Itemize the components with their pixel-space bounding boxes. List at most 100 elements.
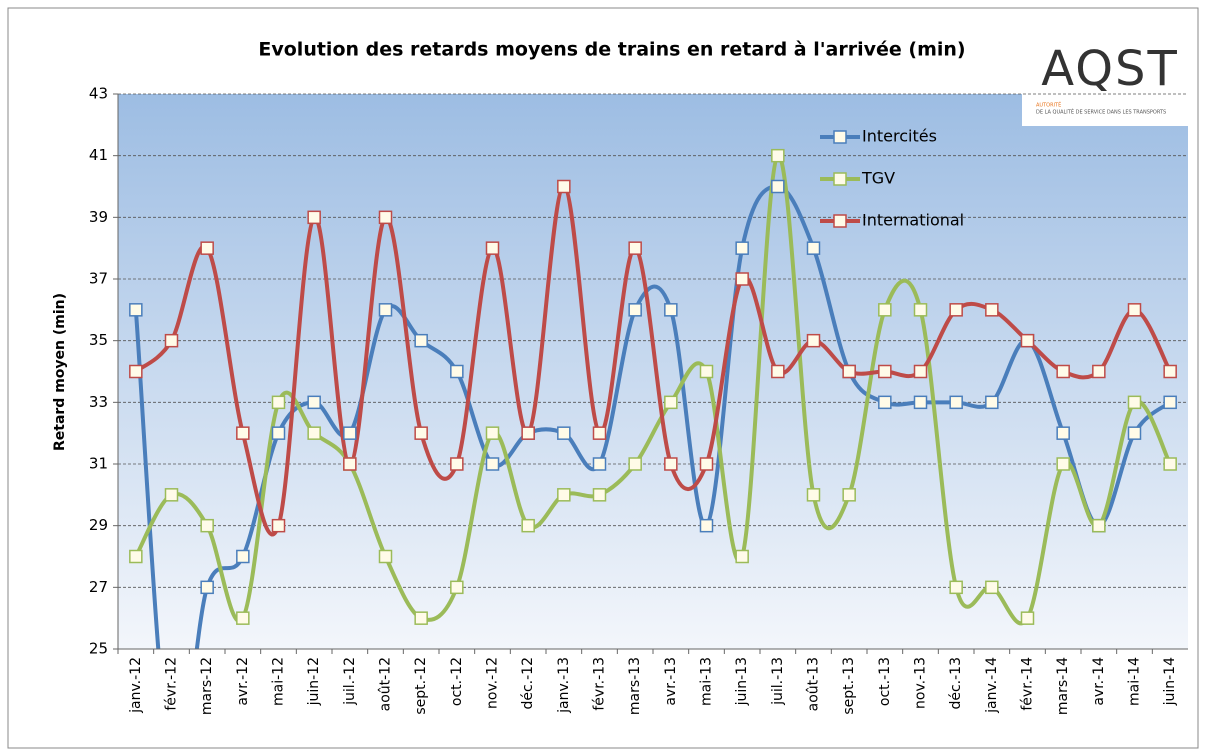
data-point — [271, 395, 286, 410]
data-point — [414, 426, 428, 440]
data-point — [735, 241, 749, 255]
data-point — [164, 488, 179, 502]
data-point — [985, 395, 999, 410]
data-point — [450, 457, 464, 471]
data-point — [628, 241, 642, 255]
data-point — [236, 549, 250, 564]
logo-subtitle: DE LA QUALITÉ DE SERVICE DANS LES TRANSP… — [1036, 108, 1166, 116]
logo-text: AQST — [1041, 41, 1179, 97]
data-point — [414, 333, 428, 348]
data-point — [842, 364, 856, 379]
data-point — [200, 580, 214, 595]
x-tick-label: juil.-13 — [770, 657, 786, 706]
data-point — [842, 488, 856, 502]
data-point — [1092, 518, 1106, 533]
x-tick-label: avr.-14 — [1091, 657, 1107, 706]
data-point — [378, 303, 393, 317]
y-tick-label: 27 — [89, 578, 108, 596]
logo: AQST AUTORITÉ DE LA QUALITÉ DE SERVICE D… — [1022, 41, 1192, 126]
data-point — [628, 457, 642, 471]
data-point — [378, 549, 393, 564]
data-point — [236, 426, 250, 440]
data-point — [1020, 611, 1035, 625]
y-tick-label: 43 — [89, 85, 108, 103]
y-tick-label: 35 — [89, 331, 108, 349]
data-point — [557, 488, 571, 502]
data-point — [771, 148, 785, 163]
data-point — [1127, 303, 1142, 317]
x-tick-label: mai-12 — [271, 657, 287, 706]
x-tick-label: janv.-14 — [984, 657, 1000, 714]
x-tick-label: mars-12 — [199, 657, 215, 715]
legend-marker — [833, 130, 847, 144]
data-point — [949, 580, 963, 595]
data-point — [913, 364, 928, 379]
y-tick-label: 39 — [89, 208, 108, 226]
data-point — [1163, 457, 1177, 471]
data-point — [164, 333, 179, 348]
x-tick-label: juin-13 — [734, 657, 750, 706]
x-tick-label: juil.-12 — [342, 657, 358, 706]
data-point — [1163, 395, 1177, 410]
data-point — [485, 457, 500, 471]
y-tick-label: 37 — [89, 270, 108, 288]
x-tick-label: mai-13 — [699, 657, 715, 706]
data-point — [806, 488, 821, 502]
x-tick-label: oct.-12 — [449, 657, 465, 706]
data-point — [699, 364, 714, 379]
data-point — [1056, 426, 1070, 440]
data-point — [557, 426, 571, 440]
x-tick-label: mai-14 — [1127, 657, 1143, 706]
x-tick-label: sept.-13 — [841, 657, 857, 715]
data-point — [129, 364, 143, 379]
data-point — [592, 488, 607, 502]
legend-label: International — [862, 211, 964, 230]
data-point — [771, 179, 785, 194]
data-point — [1127, 426, 1142, 440]
x-tick-label: sept.-12 — [413, 657, 429, 715]
x-tick-label: janv.-13 — [556, 657, 572, 714]
logo-bg — [1022, 44, 1192, 126]
data-point — [664, 395, 678, 410]
data-point — [771, 364, 785, 379]
x-tick-label: août-12 — [378, 657, 394, 711]
x-tick-label: août-13 — [806, 657, 822, 711]
x-tick-label: janv.-12 — [128, 657, 144, 714]
data-point — [557, 179, 571, 194]
data-point — [949, 395, 963, 410]
data-point — [664, 303, 678, 317]
data-point — [200, 241, 214, 255]
data-point — [913, 395, 928, 410]
x-tick-label: févr.-13 — [592, 657, 608, 711]
legend-label: TGV — [861, 169, 895, 188]
x-tick-label: avr.-12 — [235, 657, 251, 706]
y-tick-label: 41 — [89, 146, 108, 164]
data-point — [1163, 364, 1177, 379]
data-point — [699, 457, 714, 471]
data-point — [271, 426, 286, 440]
data-point — [985, 303, 999, 317]
x-tick-label: mars-14 — [1055, 657, 1071, 715]
legend-label: Intercités — [862, 127, 937, 146]
logo-subtitle: AUTORITÉ — [1036, 101, 1061, 109]
data-point — [236, 611, 250, 625]
data-point — [592, 457, 607, 471]
legend-marker — [833, 172, 847, 186]
data-point — [450, 364, 464, 379]
series-line — [134, 184, 1172, 537]
data-point — [521, 426, 535, 440]
x-tick-label: juin-14 — [1162, 657, 1178, 706]
x-tick-label: mars-13 — [627, 657, 643, 715]
x-tick-label: oct.-13 — [877, 657, 893, 706]
data-point — [129, 549, 143, 564]
data-point — [307, 426, 321, 440]
data-point — [735, 272, 749, 286]
data-point — [913, 303, 928, 317]
y-tick-label: 29 — [89, 516, 108, 534]
data-point — [1020, 333, 1035, 348]
x-tick-label: nov.-13 — [913, 657, 929, 709]
data-point — [806, 241, 821, 255]
data-point — [878, 303, 892, 317]
data-point — [806, 333, 821, 348]
